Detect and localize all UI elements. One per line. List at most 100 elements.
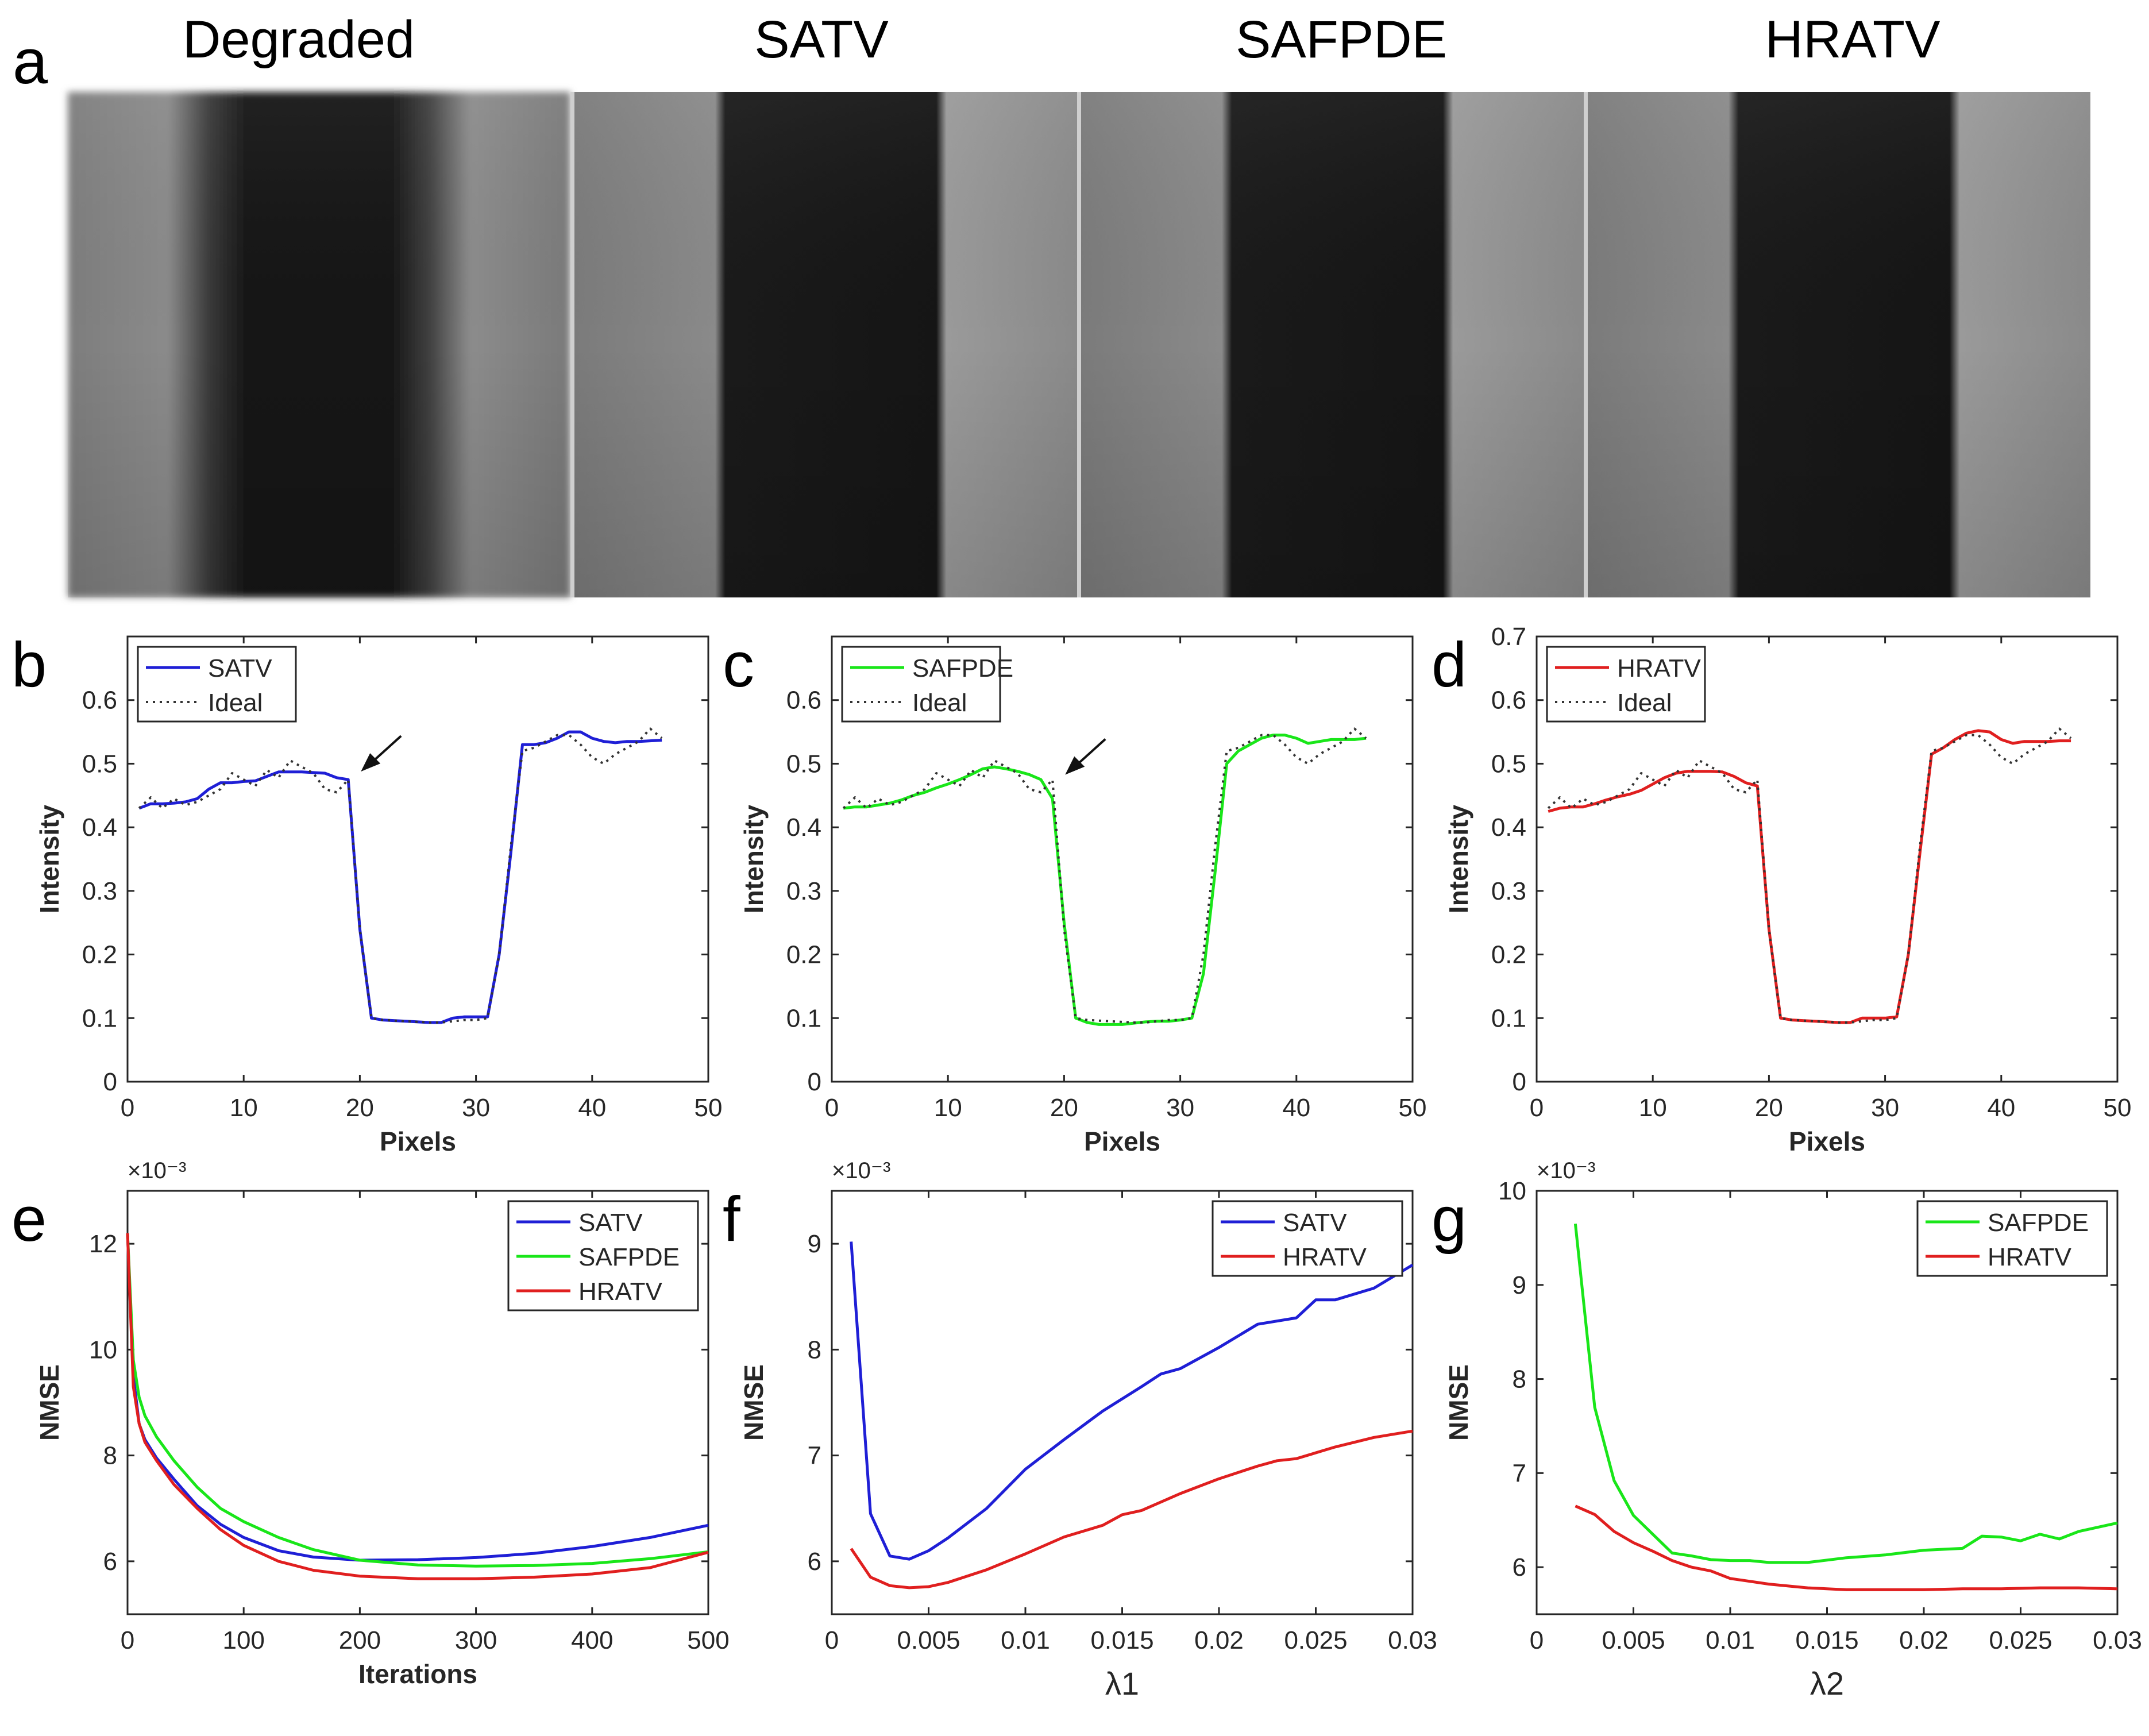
x-axis-label: λ1 (1105, 1665, 1139, 1702)
legend-label: SAFPDE (578, 1243, 680, 1271)
y-tick-label: 0.6 (82, 686, 117, 715)
y-tick-label: 0.5 (1491, 750, 1526, 778)
image-safpde (1081, 92, 1584, 597)
panel-letter-d: d (1432, 630, 1467, 700)
x-axis-label: Pixels (380, 1127, 456, 1156)
panel-letter-e: e (11, 1184, 47, 1255)
x-axis-label: Pixels (1789, 1127, 1865, 1156)
series-line-hratv (1548, 729, 2071, 1024)
y-tick-label: 0.2 (1491, 941, 1526, 969)
x-tick-label: 0.025 (1989, 1626, 2052, 1654)
image-title-hratv: HRATV (1765, 10, 1940, 69)
panel-letter-g: g (1432, 1184, 1467, 1255)
x-tick-label: 0 (825, 1626, 839, 1654)
y-tick-label: 0 (103, 1068, 117, 1096)
legend-box (1916, 1200, 2108, 1277)
x-tick-label: 0.03 (1388, 1626, 1437, 1654)
panel-a: a Degraded SATV SAFPDE HRATV (13, 10, 2090, 597)
plot-frame (1535, 635, 2119, 1083)
y-axis-label: Intensity (739, 805, 769, 914)
arrow-head (361, 753, 381, 772)
image-satv (574, 92, 1077, 597)
y-tick-label: 0.3 (82, 877, 117, 905)
x-tick-label: 20 (346, 1094, 374, 1122)
y-axis-label: NMSE (739, 1364, 769, 1441)
y-tick-label: 0.1 (82, 1004, 117, 1032)
x-tick-label: 0.025 (1284, 1626, 1347, 1654)
y-tick-label: 8 (1513, 1365, 1526, 1394)
legend-box (137, 646, 297, 723)
y-tick-label: 0.4 (786, 813, 821, 842)
legend: SATV SAFPDE HRATV (507, 1200, 699, 1311)
x-tick-label: 50 (1399, 1094, 1427, 1122)
x-tick-label: 400 (571, 1626, 613, 1654)
legend-label: HRATV (578, 1278, 663, 1306)
legend-label: SATV (208, 654, 272, 682)
x-tick-label: 10 (1639, 1094, 1667, 1122)
panel-letter-c: c (723, 630, 754, 700)
arrow-annotation (1065, 738, 1106, 775)
x-tick-label: 50 (2104, 1094, 2132, 1122)
x-tick-label: 300 (455, 1626, 497, 1654)
legend: SATV HRATV (1212, 1200, 1403, 1277)
x-tick-label: 200 (339, 1626, 381, 1654)
legend: HRATV Ideal (1546, 646, 1706, 723)
series-line-satv (850, 1241, 1414, 1561)
x-tick-label: 0.03 (2093, 1626, 2142, 1654)
legend-label: HRATV (1988, 1243, 2072, 1271)
image-title-safpde: SAFPDE (1236, 10, 1447, 69)
x-tick-label: 40 (1282, 1094, 1310, 1122)
plot-frame (831, 635, 1414, 1083)
y-tick-label: 6 (103, 1548, 117, 1576)
chart-b: b 0 10 20 30 40 50 0 0.1 0.2 0.3 0.4 0.5 0.6 Pixels Int… (11, 630, 722, 1156)
x-tick-label: 0 (121, 1626, 134, 1654)
arrow-head (1065, 756, 1085, 775)
x-tick-label: 20 (1755, 1094, 1783, 1122)
y-tick-label: 6 (808, 1548, 821, 1576)
chart-f: f 0 0.005 0.01 0.015 0.02 0.025 0.03 6 7 8 9 ×10⁻³ λ1… (723, 1158, 1437, 1702)
y-tick-label: 0.6 (1491, 686, 1526, 715)
legend-box (841, 646, 1001, 723)
y-tick-label: 0.1 (786, 1004, 821, 1032)
y-tick-label: 0.4 (82, 813, 117, 842)
chart-e: e 0 100 200 300 400 500 6 8 10 12 ×10⁻³ Iterations NM… (11, 1158, 730, 1689)
y-tick-label: 0 (1513, 1068, 1526, 1096)
y-tick-label: 8 (103, 1442, 117, 1470)
x-tick-label: 0 (1530, 1094, 1544, 1122)
panel-letter-a: a (13, 26, 48, 97)
image-hratv (1588, 92, 2090, 597)
y-tick-label: 9 (808, 1230, 821, 1258)
y-axis-label: Intensity (34, 805, 64, 914)
legend-label: SATV (1283, 1209, 1347, 1237)
y-tick-label: 0.3 (1491, 877, 1526, 905)
x-tick-label: 30 (1166, 1094, 1194, 1122)
x-tick-label: 0.015 (1090, 1626, 1153, 1654)
x-tick-label: 40 (578, 1094, 606, 1122)
y-scale-label: ×10⁻³ (128, 1158, 186, 1183)
chart-d: d 0 10 20 30 40 50 0 0.1 0.2 0.3 0.4 0.5 0.6 0.7 Pixels… (1432, 623, 2131, 1156)
legend-label: HRATV (1617, 654, 1702, 682)
charts-layer: b0 10 20 30 40 5000.10.20.30.40.50.6PixelsInt… (11, 623, 2142, 1702)
series-line-ideal (1547, 727, 2072, 1024)
y-tick-label: 0.5 (786, 750, 821, 778)
x-tick-label: 50 (695, 1094, 723, 1122)
x-tick-label: 500 (687, 1626, 729, 1654)
x-axis-label: Pixels (1084, 1127, 1160, 1156)
x-tick-label: 0.015 (1795, 1626, 1858, 1654)
image-separator (1584, 92, 1588, 597)
image-degraded (68, 92, 570, 597)
y-tick-label: 0.2 (786, 941, 821, 969)
series-line-safpde (1573, 1224, 2118, 1564)
y-scale-label: ×10⁻³ (832, 1158, 890, 1183)
series-line-satv (138, 730, 662, 1024)
series-line-ideal (842, 727, 1367, 1024)
series-line-ideal (138, 727, 663, 1024)
legend-label: SAFPDE (1988, 1209, 2089, 1237)
y-tick-label: 0 (808, 1068, 821, 1096)
image-separator (570, 92, 574, 597)
y-tick-label: 0.7 (1491, 623, 1526, 651)
y-tick-label: 0.3 (786, 877, 821, 905)
legend-label: SATV (578, 1209, 643, 1237)
x-tick-label: 100 (222, 1626, 264, 1654)
